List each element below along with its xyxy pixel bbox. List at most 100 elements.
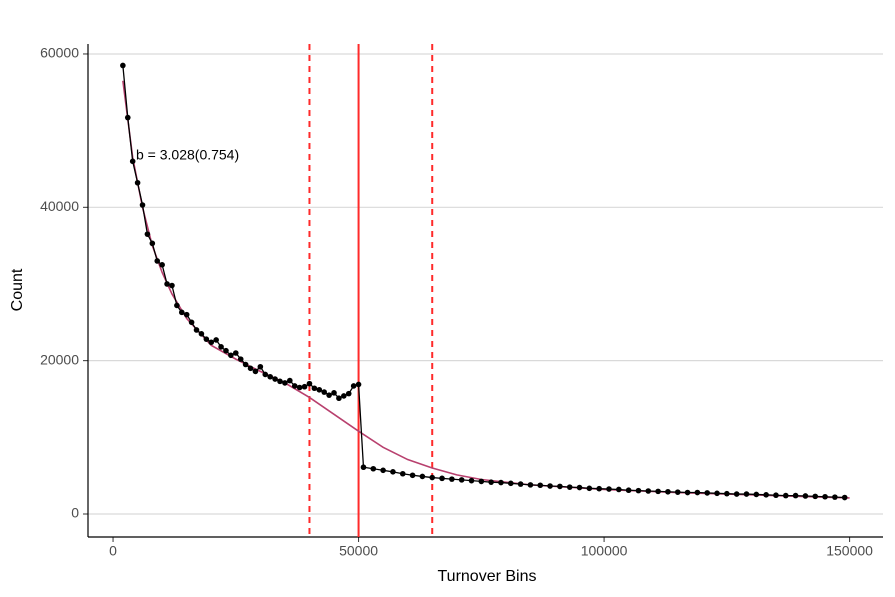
data-point [360,464,367,471]
data-point [714,490,720,497]
data-point [247,365,254,372]
data-point [782,492,789,499]
data-point [753,491,760,498]
x-tick-label: 100000 [581,543,628,559]
data-point [124,114,131,121]
x-tick-label: 0 [109,543,117,559]
data-point [306,380,313,387]
data-point [149,240,156,247]
data-point [252,368,259,375]
data-point [694,489,701,496]
data-point [576,484,583,491]
data-point [439,475,445,482]
data-point [262,371,269,378]
data-point [390,469,396,475]
data-point [208,339,215,346]
data-point [257,363,264,370]
data-point [282,380,288,386]
y-tick-label: 40000 [40,198,79,214]
data-point [233,350,239,356]
data-point [144,231,151,237]
data-point [341,393,347,399]
data-point [449,476,455,482]
data-point [203,336,210,342]
data-point [218,344,224,350]
data-point [625,487,632,494]
data-point [704,490,711,496]
data-point [841,494,848,501]
data-point [129,158,136,165]
data-point [812,493,819,500]
y-tick-label: 60000 [40,45,79,61]
data-point [429,474,436,481]
data-point [355,381,362,388]
data-point [301,383,308,390]
data-point [237,356,244,362]
data-point [242,361,249,368]
data-point [498,479,504,486]
data-point [380,467,386,474]
y-tick-label: 0 [71,505,79,521]
data-point [468,477,475,484]
data-point [507,480,514,487]
data-point [174,302,180,309]
data-point [419,473,426,480]
data-point [665,488,671,495]
data-point [674,489,681,495]
data-point [792,492,799,499]
data-point [537,482,544,489]
data-point [596,485,602,492]
data-point [164,281,170,287]
data-point [350,383,357,389]
data-point [277,378,283,385]
data-point [399,470,406,477]
data-point [188,319,195,326]
data-point [684,489,691,496]
data-point [316,386,323,393]
data-point [169,282,175,289]
data-point [488,479,494,485]
data-point [345,390,352,397]
data-point [743,491,750,497]
data-point [616,486,622,493]
data-point [193,327,200,333]
x-tick-label: 50000 [339,543,378,559]
data-point [655,488,661,495]
data-point [527,482,534,488]
data-point [134,179,141,186]
data-point [198,331,205,337]
data-point [409,472,416,479]
data-point [287,377,293,384]
annotation: b = 3.028(0.754) [136,147,239,163]
data-point [326,392,332,398]
series-line [122,65,845,499]
data-point [178,309,185,316]
y-tick-label: 20000 [40,351,79,367]
data-point [586,485,593,492]
data-point [822,493,828,500]
data-point [557,483,563,490]
data-point [321,389,327,395]
data-point [370,465,377,472]
x-axis-label: Turnover Bins [438,568,537,585]
data-point [159,262,165,268]
data-point [183,311,190,318]
data-point [296,384,303,391]
data-point [517,481,524,487]
data-point [733,491,740,497]
data-point [331,390,337,396]
data-point [213,337,219,343]
series-line [122,80,850,499]
y-axis-label: Count [9,268,26,311]
data-point [291,383,298,389]
data-point [566,484,573,490]
data-point [223,347,229,354]
x-tick-label: 150000 [826,543,873,559]
data-point [802,493,809,499]
data-point [336,395,342,402]
data-point [478,478,485,485]
data-point [645,488,652,494]
data-point [547,483,553,489]
data-point [272,376,278,382]
